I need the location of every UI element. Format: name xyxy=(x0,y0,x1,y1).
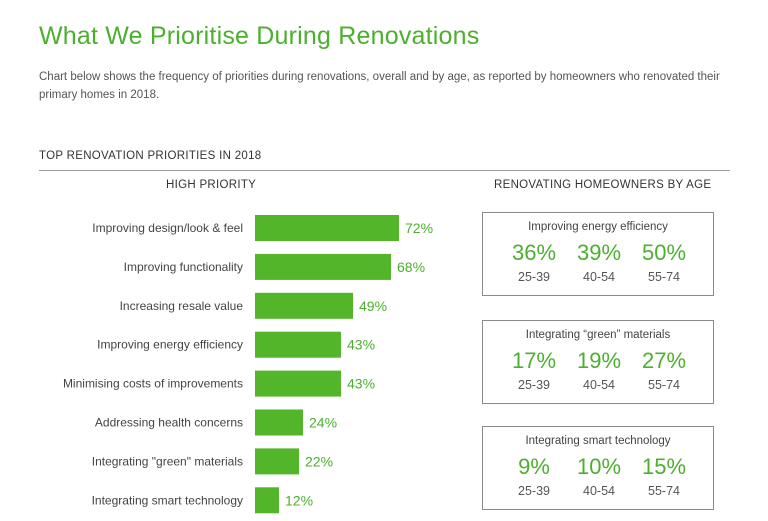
age-panel-green-materials: Integrating “green” materials 17% 19% 27… xyxy=(482,320,714,404)
chart-description: Chart below shows the frequency of prior… xyxy=(39,71,720,101)
priority-bar-chart: Improving design/look & feel 72% Improving… xyxy=(63,215,433,514)
bar-value-label: 12% xyxy=(285,492,313,508)
bar-value-label: 43% xyxy=(347,376,375,392)
section-divider xyxy=(39,170,730,171)
age-label-55-74: 55-74 xyxy=(648,378,680,392)
category-label: Addressing health concerns xyxy=(95,416,243,430)
age-label-40-54: 40-54 xyxy=(583,378,615,392)
bar-4 xyxy=(255,370,341,397)
bar-3 xyxy=(255,331,341,358)
category-label: Minimising costs of improvements xyxy=(63,377,243,391)
age-value-25-39: 17% xyxy=(511,348,557,373)
category-label: Improving functionality xyxy=(124,260,243,274)
bar-value-label: 43% xyxy=(347,337,375,353)
age-breakdown-heading: RENOVATING HOMEOWNERS BY AGE xyxy=(494,179,712,191)
age-panel-energy-efficiency: Improving energy efficiency 36% 39% 50% … xyxy=(482,212,714,296)
category-label: Increasing resale value xyxy=(120,299,244,313)
page-title: What We Prioritise During Renovations xyxy=(39,22,480,50)
bar-1 xyxy=(255,253,391,280)
age-value-40-54: 10% xyxy=(576,454,622,479)
bar-2 xyxy=(255,292,353,319)
age-value-25-39: 9% xyxy=(518,454,550,479)
bar-value-label: 68% xyxy=(397,259,425,275)
bar-0 xyxy=(255,215,399,241)
age-label-40-54: 40-54 xyxy=(583,270,615,284)
age-panel-title: Improving energy efficiency xyxy=(528,221,668,233)
bar-value-label: 24% xyxy=(309,415,337,431)
bar-value-label: 72% xyxy=(405,220,433,236)
bar-5 xyxy=(255,409,303,436)
age-label-25-39: 25-39 xyxy=(518,484,550,498)
bar-6 xyxy=(255,448,299,475)
age-panel-title: Integrating smart technology xyxy=(525,435,671,447)
category-label: Improving design/look & feel xyxy=(92,221,243,235)
bar-7 xyxy=(255,487,279,514)
age-panel-smart-technology: Integrating smart technology 9% 10% 15% … xyxy=(482,426,714,510)
category-label: Integrating "green" materials xyxy=(92,454,243,468)
age-value-55-74: 27% xyxy=(641,348,687,373)
age-label-25-39: 25-39 xyxy=(518,378,550,392)
bar-value-label: 49% xyxy=(359,298,387,314)
age-value-40-54: 39% xyxy=(576,240,622,265)
age-value-55-74: 50% xyxy=(641,240,687,265)
age-value-55-74: 15% xyxy=(641,454,687,479)
section-title: TOP RENOVATION PRIORITIES IN 2018 xyxy=(39,150,262,162)
high-priority-heading: HIGH PRIORITY xyxy=(166,179,257,191)
age-label-40-54: 40-54 xyxy=(583,484,615,498)
age-value-40-54: 19% xyxy=(576,348,622,373)
age-label-55-74: 55-74 xyxy=(648,270,680,284)
bar-value-label: 22% xyxy=(305,453,333,469)
category-label: Integrating smart technology xyxy=(92,493,243,507)
age-panel-title: Integrating “green” materials xyxy=(525,329,671,341)
age-label-55-74: 55-74 xyxy=(648,484,680,498)
age-value-25-39: 36% xyxy=(511,240,557,265)
age-label-25-39: 25-39 xyxy=(518,270,550,284)
category-label: Improving energy efficiency xyxy=(97,338,243,352)
